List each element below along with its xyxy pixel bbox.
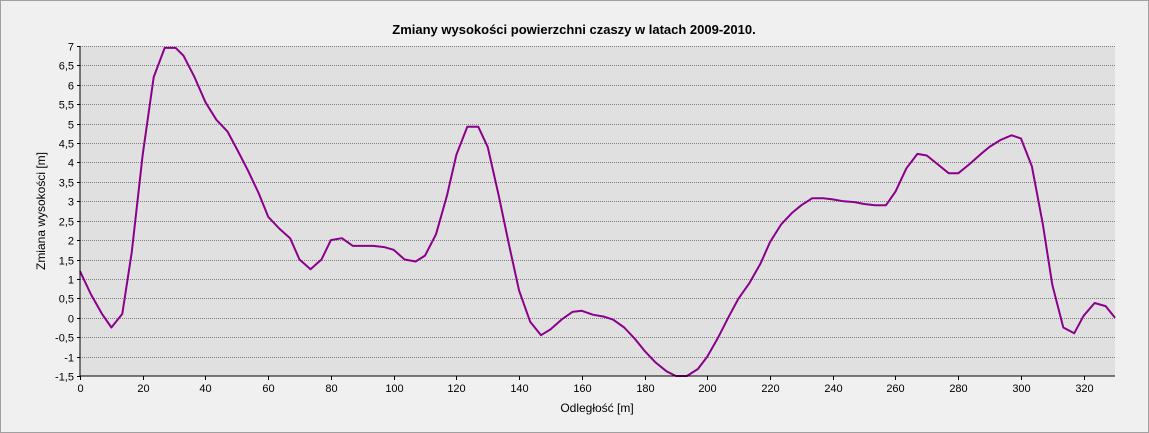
y-tick-label: 2 — [68, 236, 74, 248]
series-line — [79, 46, 1116, 377]
y-tick-label: 6 — [68, 81, 74, 93]
chart-title: Zmiany wysokości powierzchni czaszy w la… — [392, 22, 755, 37]
x-tick-label: 40 — [199, 383, 211, 395]
y-tick-label: 1 — [68, 275, 74, 287]
x-tick-label: 160 — [573, 383, 591, 395]
x-tick-label: 180 — [636, 383, 654, 395]
y-tick-label: 0 — [68, 314, 74, 326]
x-tick-label: 140 — [510, 383, 528, 395]
y-tick-label: 3 — [68, 197, 74, 209]
y-tick-label: 0,5 — [59, 294, 74, 306]
y-tick-label: 4 — [68, 158, 74, 170]
x-tick-label: 60 — [262, 383, 274, 395]
x-tick-label: 200 — [698, 383, 716, 395]
y-tick-label: 4,5 — [59, 139, 74, 151]
x-tick-label: 240 — [824, 383, 842, 395]
x-tick-label: 260 — [886, 383, 904, 395]
y-tick-label: 1,5 — [59, 256, 74, 268]
plot-area — [80, 46, 1115, 376]
x-tick-label: 220 — [761, 383, 779, 395]
y-tick-label: -0,5 — [55, 333, 74, 345]
x-tick-label: 20 — [137, 383, 149, 395]
x-axis-ticks: 0 20 40 60 80 100 120 140 160 180 200 220 240 260 280 3… — [77, 376, 1094, 395]
y-axis-label: Zmiana wysokości [m] — [34, 152, 48, 270]
x-tick-label: 120 — [447, 383, 465, 395]
x-tick-label: 100 — [385, 383, 403, 395]
y-tick-label: -1,5 — [55, 372, 74, 384]
y-tick-label: 5,5 — [59, 100, 74, 112]
y-axis-ticks: -1,5 -1 -0,5 0 0,5 1 1,5 2 2,5 3 3,5 4 4,5 5 5,5 6 6,5 7 — [55, 42, 80, 384]
y-tick-label: 2,5 — [59, 217, 74, 229]
y-tick-label: 7 — [68, 42, 74, 54]
y-tick-label: -1 — [64, 353, 74, 365]
x-tick-label: 320 — [1075, 383, 1093, 395]
y-tick-label: 5 — [68, 120, 74, 132]
grid-lines — [80, 46, 1115, 358]
x-tick-label: 300 — [1012, 383, 1030, 395]
x-tick-label: 0 — [77, 383, 83, 395]
x-tick-label: 80 — [325, 383, 337, 395]
x-axis-label: Odległość [m] — [560, 401, 633, 415]
y-tick-label: 3,5 — [59, 178, 74, 190]
x-tick-label: 280 — [949, 383, 967, 395]
y-tick-label: 6,5 — [59, 61, 74, 73]
series-group — [79, 46, 1116, 377]
